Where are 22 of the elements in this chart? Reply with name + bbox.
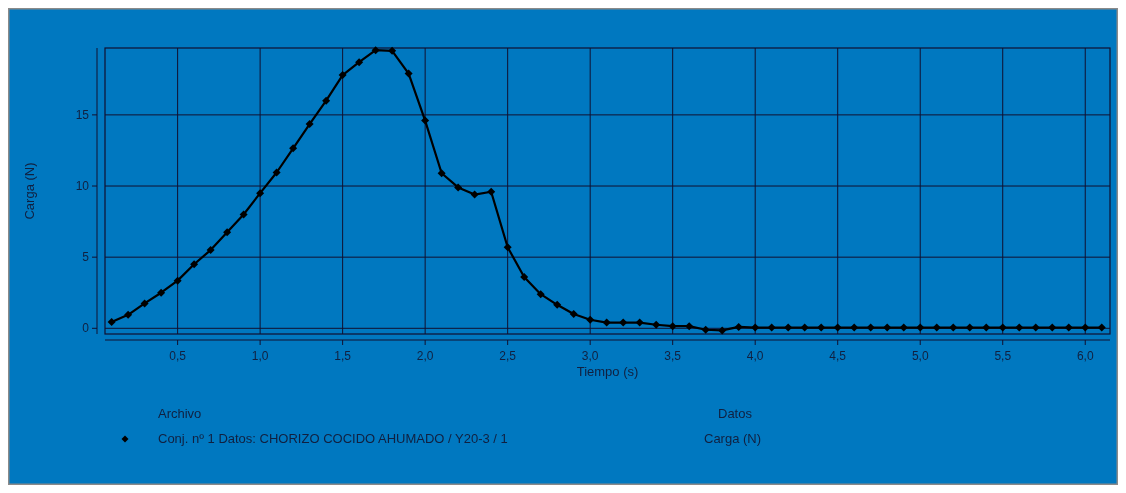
x-tick-label: 2,0 <box>416 349 434 363</box>
x-tick-label: 2,5 <box>499 349 517 363</box>
text: Datos <box>718 406 753 421</box>
x-tick-label: 3,0 <box>581 349 599 363</box>
legend-title: Archivo <box>158 406 202 421</box>
y-tick-label: 10 <box>75 179 90 194</box>
x-tick-label: 5,0 <box>911 349 929 363</box>
y-tick-label: 15 <box>75 107 90 122</box>
x-tick-label: 6,0 <box>1076 349 1094 363</box>
x-tick-label: 4,5 <box>829 349 847 363</box>
x-tick-label: 1,0 <box>251 349 269 363</box>
x-tick-label: 5,5 <box>994 349 1012 363</box>
y-tick-label: 5 <box>82 250 90 265</box>
legend-label: Conj. nº 1 Datos: CHORIZO COCIDO AHUMADO / Y20-3 / 1 <box>158 431 508 446</box>
x-tick-label: 0,5 <box>169 349 187 363</box>
x-tick-label: 1,5 <box>334 349 352 363</box>
x-tick-label: 3,5 <box>664 349 682 363</box>
x-axis-title: Tiempo (s) <box>576 364 639 379</box>
y-axis-title: Carga (N) <box>22 162 37 220</box>
text: Carga (N) <box>704 431 762 446</box>
x-tick-label: 4,0 <box>746 349 764 363</box>
y-tick-label: 0 <box>82 321 90 336</box>
